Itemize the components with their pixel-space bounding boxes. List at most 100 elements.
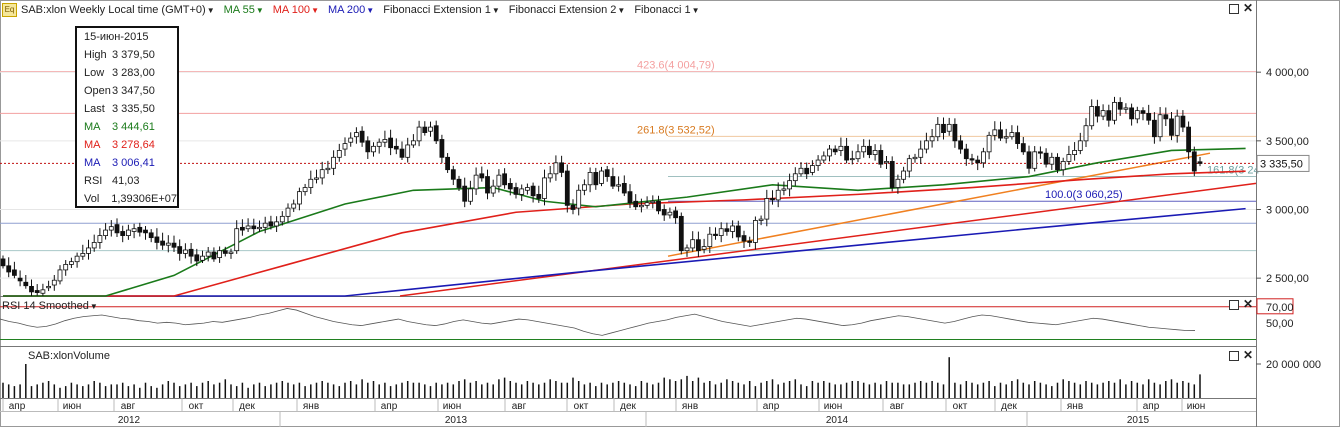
- close-rsi-pane-icon[interactable]: ✕: [1243, 297, 1254, 311]
- candle-body: [57, 269, 63, 282]
- candle-body: [758, 218, 764, 221]
- candle-body: [234, 228, 240, 252]
- candle-body: [559, 162, 564, 173]
- candle-body: [1191, 151, 1197, 172]
- candle-body: [621, 183, 627, 194]
- candle-body: [342, 143, 348, 150]
- rsi-title[interactable]: RSI 14 Smoothed▼: [2, 300, 98, 312]
- close-volume-pane-icon[interactable]: ✕: [1243, 348, 1254, 362]
- candle-body: [650, 200, 656, 204]
- fib-label: 161.8(3 24: [1207, 165, 1260, 177]
- candle-body: [46, 285, 51, 289]
- month-label: дек: [620, 401, 636, 412]
- candle-body: [884, 161, 889, 164]
- candle-body: [918, 148, 924, 158]
- candle-body: [131, 228, 137, 232]
- candle-body: [74, 255, 80, 263]
- close-price-pane-icon[interactable]: ✕: [1243, 1, 1254, 15]
- candle-body: [553, 162, 559, 175]
- candle-body: [194, 254, 200, 262]
- candle-body: [416, 126, 422, 142]
- candle-body: [958, 140, 963, 150]
- candle-body: [1157, 114, 1163, 138]
- month-label: июн: [443, 401, 462, 412]
- last-price-label: 3 335,50: [1260, 158, 1303, 170]
- year-label: 2013: [445, 415, 468, 426]
- trend-line: [667, 152, 1211, 257]
- candle-body: [382, 139, 388, 143]
- fib-ext2-indicator[interactable]: Fibonacci Extension 2 ▼: [509, 4, 626, 16]
- candle-body: [530, 185, 536, 197]
- candle-body: [251, 225, 257, 230]
- ma100-indicator[interactable]: MA 100 ▼: [273, 4, 319, 16]
- candle-body: [410, 140, 416, 146]
- candle-body: [661, 209, 667, 216]
- info-label: Low: [84, 67, 105, 79]
- dropdown-arrow-icon: ▼: [491, 5, 500, 15]
- candle-body: [331, 156, 337, 169]
- candle-body: [200, 255, 205, 261]
- symbol-selector[interactable]: SAB:xlon Weekly Local time (GMT+0) ▼: [21, 4, 215, 16]
- ma200-indicator[interactable]: MA 200 ▼: [328, 4, 374, 16]
- candle-body: [849, 158, 855, 161]
- maximize-volume-pane-icon[interactable]: [1229, 351, 1239, 361]
- info-value: 3 444,61: [112, 121, 155, 133]
- fib-ext1-label: Fibonacci Extension 1: [383, 4, 491, 16]
- maximize-price-pane-icon[interactable]: [1229, 4, 1239, 14]
- candle-body: [126, 229, 131, 236]
- rsi-pane: 70,00 50,00: [0, 298, 1294, 340]
- candle-body: [775, 189, 781, 201]
- candle-body: [707, 233, 713, 247]
- candle-body: [1174, 115, 1180, 136]
- chart-logo-icon[interactable]: Eq: [2, 3, 17, 17]
- year-label: 2014: [826, 415, 849, 426]
- month-label: янв: [1067, 401, 1083, 412]
- candle-body: [952, 123, 958, 142]
- fib-ext1-indicator[interactable]: Fibonacci Extension 1 ▼: [383, 4, 500, 16]
- month-label: авг: [512, 401, 527, 412]
- candle-body: [981, 151, 986, 164]
- info-row: MA 3 444,61: [77, 118, 177, 136]
- candle-body: [986, 134, 992, 153]
- maximize-rsi-pane-icon[interactable]: [1229, 300, 1239, 310]
- year-label: 2015: [1127, 415, 1150, 426]
- candle-body: [1015, 132, 1020, 144]
- candle-body: [348, 137, 354, 143]
- info-row: Open 3 347,50: [77, 82, 177, 100]
- fib-ext2-label: Fibonacci Extension 2: [508, 4, 617, 16]
- rsi-title-label: RSI 14 Smoothed: [2, 300, 89, 312]
- candle-body: [17, 277, 23, 282]
- trend-line: [399, 182, 1257, 297]
- ma55-indicator[interactable]: MA 55 ▼: [224, 4, 264, 16]
- info-value: 3 283,00: [112, 67, 155, 79]
- price-tick-label: 3 500,00: [1266, 136, 1309, 148]
- candle-body: [353, 132, 359, 138]
- candle-body: [684, 247, 690, 252]
- candle-body: [941, 123, 946, 133]
- candle-body: [627, 191, 633, 204]
- candle-body: [639, 204, 644, 208]
- info-label: Open: [84, 85, 111, 97]
- fib1-indicator[interactable]: Fibonacci 1 ▼: [634, 4, 699, 16]
- candle-body: [1117, 101, 1123, 110]
- candle-body: [878, 150, 884, 165]
- volume-title: SAB:xlonVolume: [28, 350, 110, 362]
- info-value: 3 347,50: [112, 85, 155, 97]
- candle-body: [1049, 156, 1055, 165]
- dropdown-arrow-icon: ▼: [691, 5, 700, 15]
- candle-body: [1186, 126, 1191, 153]
- candle-body: [319, 169, 325, 179]
- info-label: MA: [84, 157, 101, 169]
- candle-body: [667, 211, 673, 216]
- candle-body: [6, 265, 12, 273]
- ma55-label: MA 55: [223, 4, 255, 16]
- candle-body: [1106, 110, 1112, 121]
- candle-body: [262, 222, 268, 228]
- time-axis: апр июн авг окт дек янв апр июн авг окт дек янв апр и…: [2, 398, 1205, 427]
- candle-body: [462, 185, 468, 202]
- month-label: янв: [303, 401, 319, 412]
- candle-body: [257, 226, 262, 230]
- candle-body: [211, 251, 217, 260]
- candle-body: [274, 221, 280, 227]
